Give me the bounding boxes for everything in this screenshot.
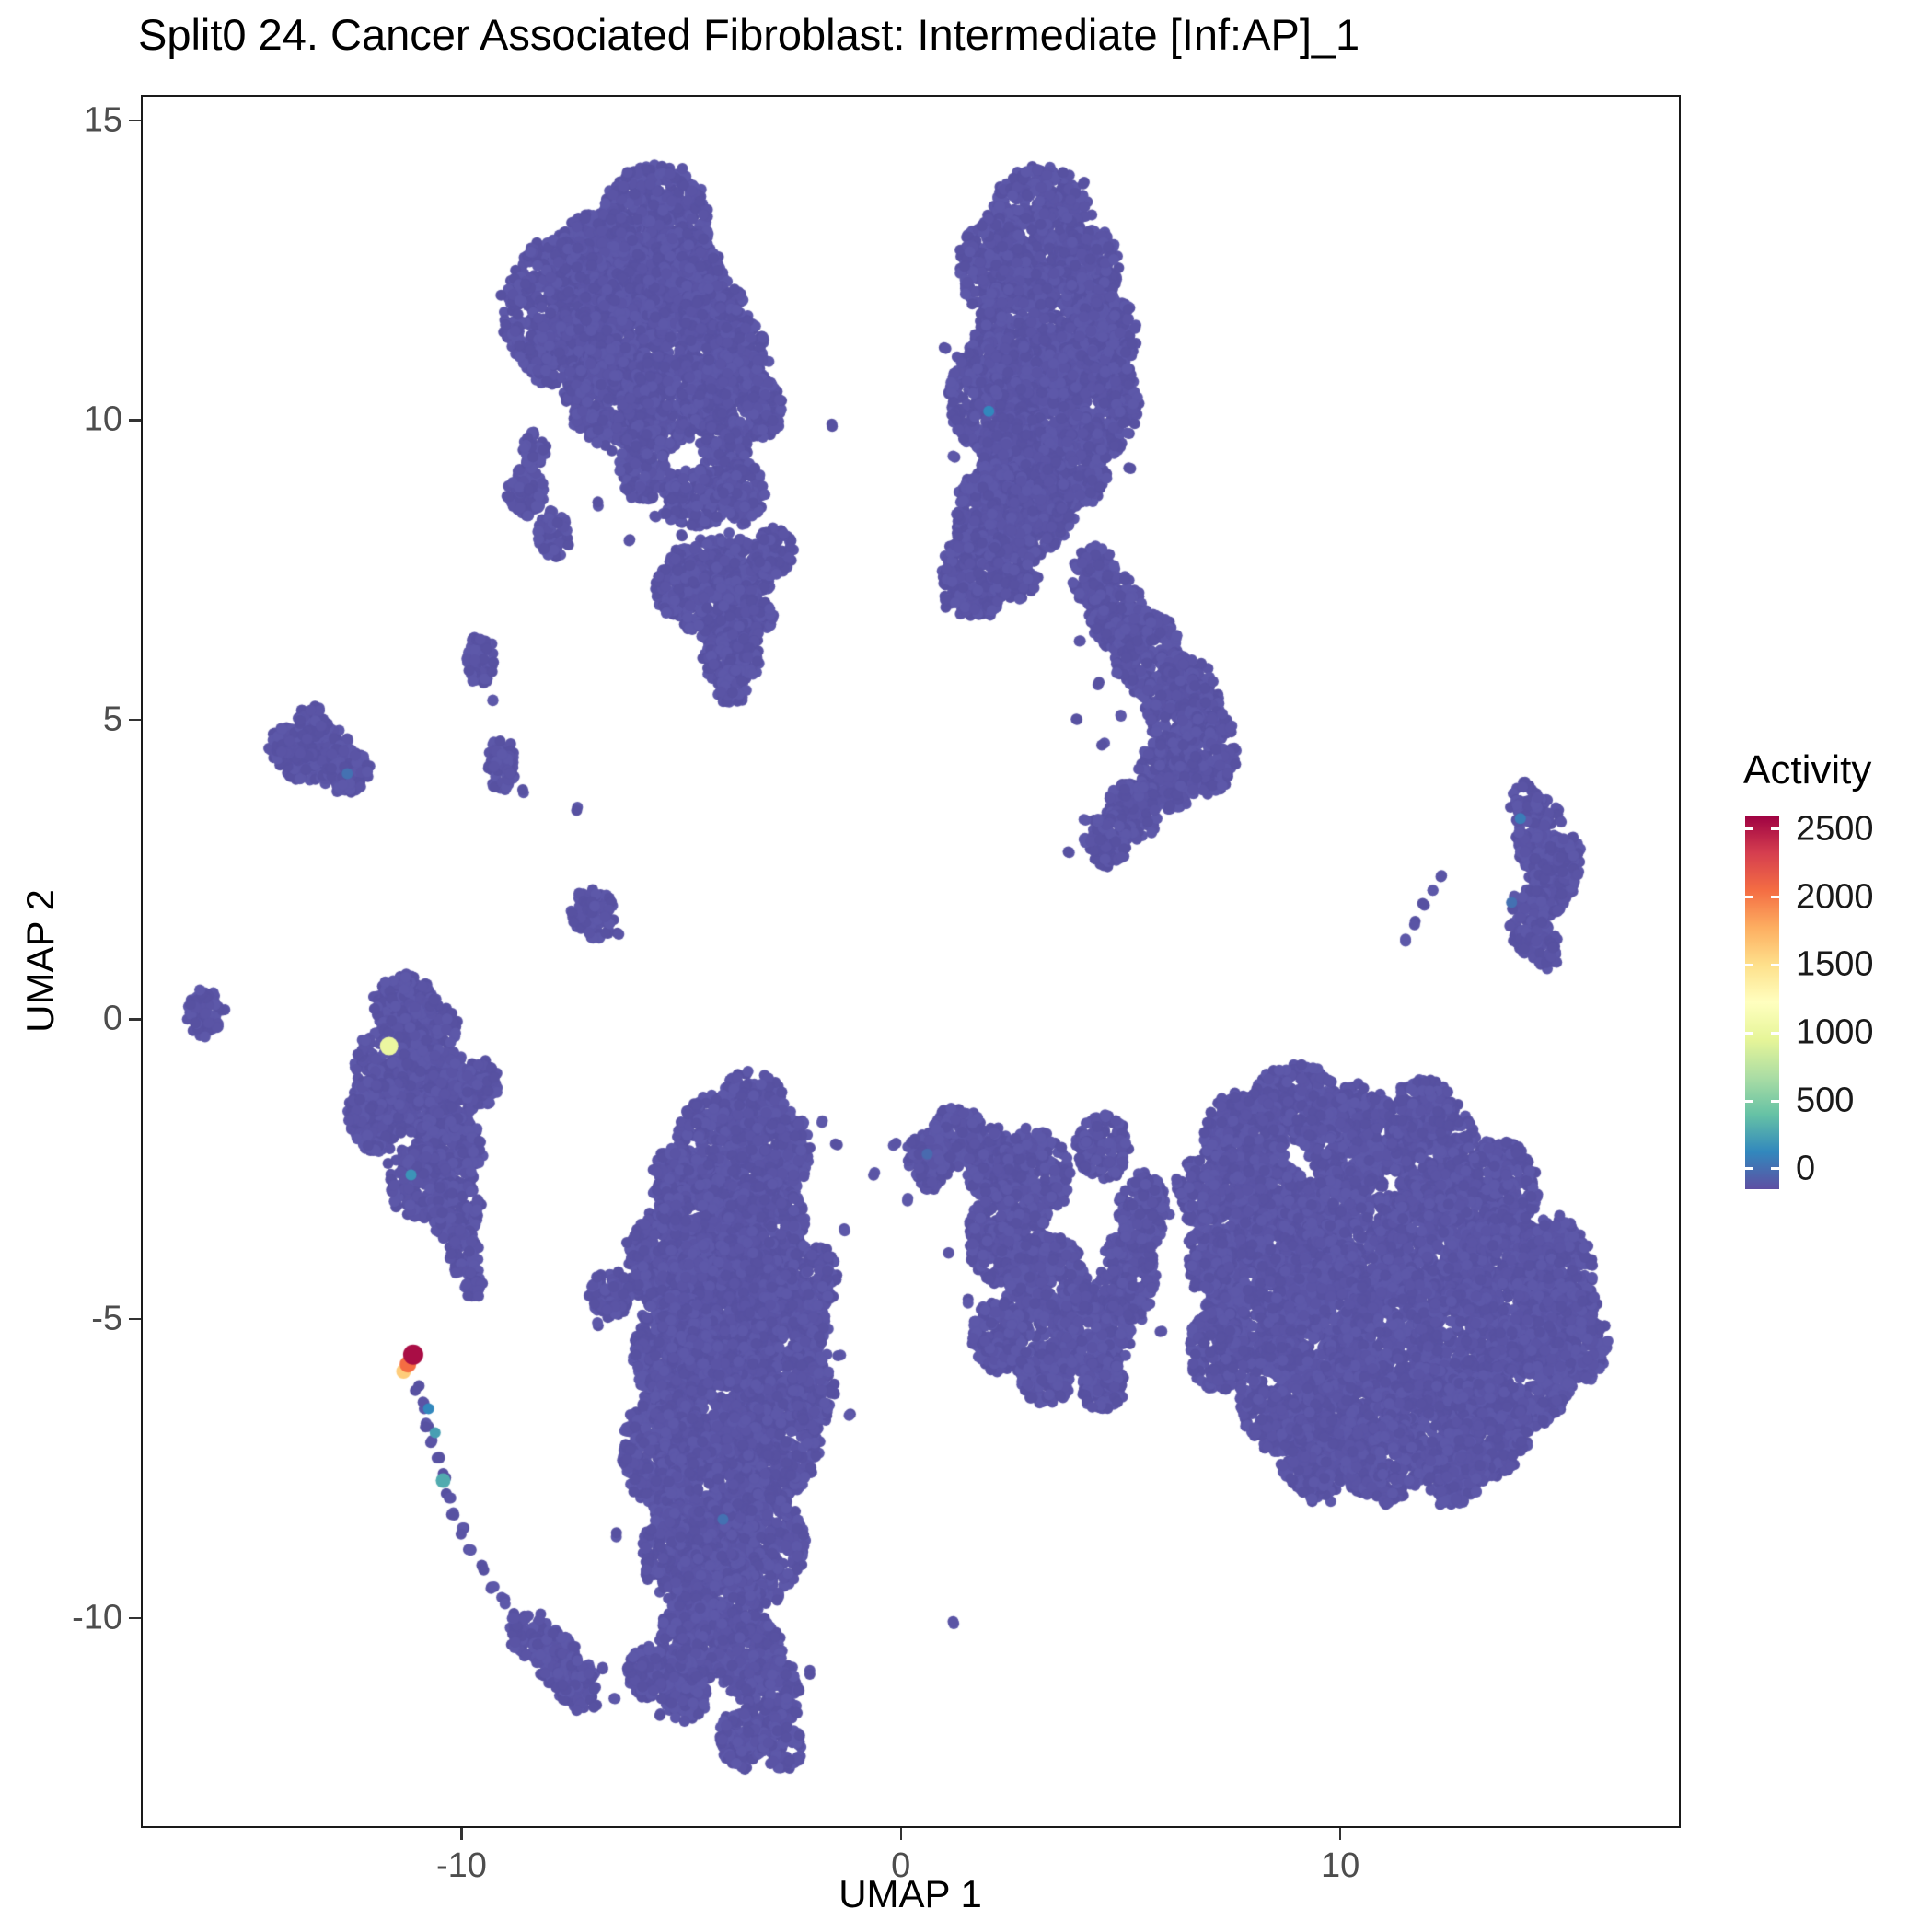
legend-tick-mark: [1771, 896, 1779, 899]
y-axis-tick-mark: [129, 419, 141, 422]
legend-tick-mark: [1745, 1099, 1753, 1103]
y-axis-tick-label: -10: [72, 1598, 122, 1637]
legend-tick-mark: [1745, 896, 1753, 899]
legend-tick-label: 1000: [1796, 1012, 1874, 1052]
x-axis-tick-mark: [1338, 1828, 1342, 1840]
x-axis-title: UMAP 1: [839, 1872, 982, 1915]
y-axis-tick-mark: [129, 718, 141, 722]
legend-tick-label: 2000: [1796, 877, 1874, 917]
activity-legend: Activity 0 500 1000 1500 2000 2500: [1738, 747, 1931, 1244]
legend-title: Activity: [1743, 747, 1872, 792]
y-axis-tick-label: 5: [102, 700, 122, 739]
legend-tick-mark: [1771, 1031, 1779, 1035]
x-axis-tick-mark: [899, 1828, 902, 1840]
y-axis-tick-label: 0: [102, 999, 122, 1038]
legend-tick-mark: [1771, 1099, 1779, 1103]
y-axis-tick-mark: [129, 1616, 141, 1620]
x-axis-tick-mark: [460, 1828, 463, 1840]
legend-tick-mark: [1771, 827, 1779, 831]
legend-tick-mark: [1745, 1031, 1753, 1035]
legend-tick-label: 500: [1796, 1081, 1855, 1120]
legend-tick-mark: [1745, 827, 1753, 831]
legend-tick-mark: [1745, 963, 1753, 966]
x-axis-tick-label: -10: [435, 1846, 487, 1885]
legend-tick-label: 2500: [1796, 809, 1874, 849]
legend-tick-label: 0: [1796, 1149, 1816, 1188]
activity-colorbar: [1745, 816, 1779, 1189]
y-axis-tick-label: 15: [83, 100, 122, 140]
plot-title: Split0 24. Cancer Associated Fibroblast:…: [138, 10, 1360, 59]
legend-tick-label: 1500: [1796, 944, 1874, 984]
legend-tick-mark: [1771, 963, 1779, 966]
legend-tick-mark: [1745, 1167, 1753, 1171]
legend-tick-mark: [1771, 1167, 1779, 1171]
y-axis-tick-mark: [129, 1317, 141, 1320]
y-axis-tick-label: -5: [91, 1299, 122, 1338]
y-axis-tick-label: 10: [83, 399, 122, 439]
y-axis-tick-mark: [129, 1018, 141, 1021]
x-axis-tick-label: 0: [891, 1846, 911, 1885]
x-axis-tick-label: 10: [1320, 1846, 1360, 1885]
y-axis-tick-mark: [129, 119, 141, 122]
